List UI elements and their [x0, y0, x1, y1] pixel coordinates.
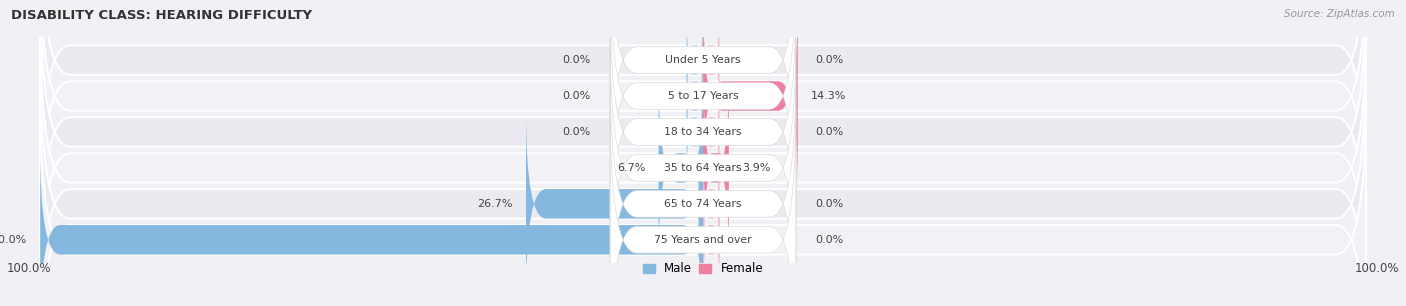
Text: 65 to 74 Years: 65 to 74 Years	[664, 199, 742, 209]
FancyBboxPatch shape	[610, 73, 796, 306]
Text: 100.0%: 100.0%	[7, 262, 52, 275]
FancyBboxPatch shape	[41, 93, 1365, 306]
Text: 0.0%: 0.0%	[815, 127, 844, 137]
FancyBboxPatch shape	[41, 0, 1365, 279]
FancyBboxPatch shape	[610, 0, 796, 191]
FancyBboxPatch shape	[703, 183, 720, 297]
Text: 100.0%: 100.0%	[1354, 262, 1399, 275]
Text: 6.7%: 6.7%	[617, 163, 645, 173]
FancyBboxPatch shape	[686, 39, 703, 153]
Text: 75 Years and over: 75 Years and over	[654, 235, 752, 245]
FancyBboxPatch shape	[686, 3, 703, 117]
Legend: Male, Female: Male, Female	[643, 262, 763, 275]
Text: 0.0%: 0.0%	[815, 55, 844, 65]
FancyBboxPatch shape	[610, 0, 796, 226]
Text: 3.9%: 3.9%	[742, 163, 770, 173]
Text: 0.0%: 0.0%	[815, 199, 844, 209]
FancyBboxPatch shape	[41, 21, 1365, 306]
Text: 5 to 17 Years: 5 to 17 Years	[668, 91, 738, 101]
FancyBboxPatch shape	[41, 0, 1365, 207]
FancyBboxPatch shape	[686, 75, 703, 189]
Text: 0.0%: 0.0%	[562, 91, 591, 101]
Text: 14.3%: 14.3%	[811, 91, 846, 101]
Text: 100.0%: 100.0%	[0, 235, 27, 245]
Text: 0.0%: 0.0%	[562, 127, 591, 137]
Text: 0.0%: 0.0%	[562, 55, 591, 65]
FancyBboxPatch shape	[526, 111, 703, 297]
FancyBboxPatch shape	[41, 147, 703, 306]
Text: Source: ZipAtlas.com: Source: ZipAtlas.com	[1284, 9, 1395, 19]
FancyBboxPatch shape	[41, 0, 1365, 243]
FancyBboxPatch shape	[610, 109, 796, 306]
FancyBboxPatch shape	[610, 37, 796, 298]
FancyBboxPatch shape	[703, 3, 720, 117]
FancyBboxPatch shape	[610, 2, 796, 263]
FancyBboxPatch shape	[703, 147, 720, 261]
FancyBboxPatch shape	[658, 75, 703, 261]
Text: 26.7%: 26.7%	[477, 199, 513, 209]
Text: 0.0%: 0.0%	[815, 235, 844, 245]
FancyBboxPatch shape	[703, 75, 720, 189]
Text: Under 5 Years: Under 5 Years	[665, 55, 741, 65]
FancyBboxPatch shape	[703, 75, 728, 261]
Text: 35 to 64 Years: 35 to 64 Years	[664, 163, 742, 173]
Text: DISABILITY CLASS: HEARING DIFFICULTY: DISABILITY CLASS: HEARING DIFFICULTY	[11, 9, 312, 22]
FancyBboxPatch shape	[703, 3, 797, 189]
Text: 18 to 34 Years: 18 to 34 Years	[664, 127, 742, 137]
FancyBboxPatch shape	[41, 57, 1365, 306]
